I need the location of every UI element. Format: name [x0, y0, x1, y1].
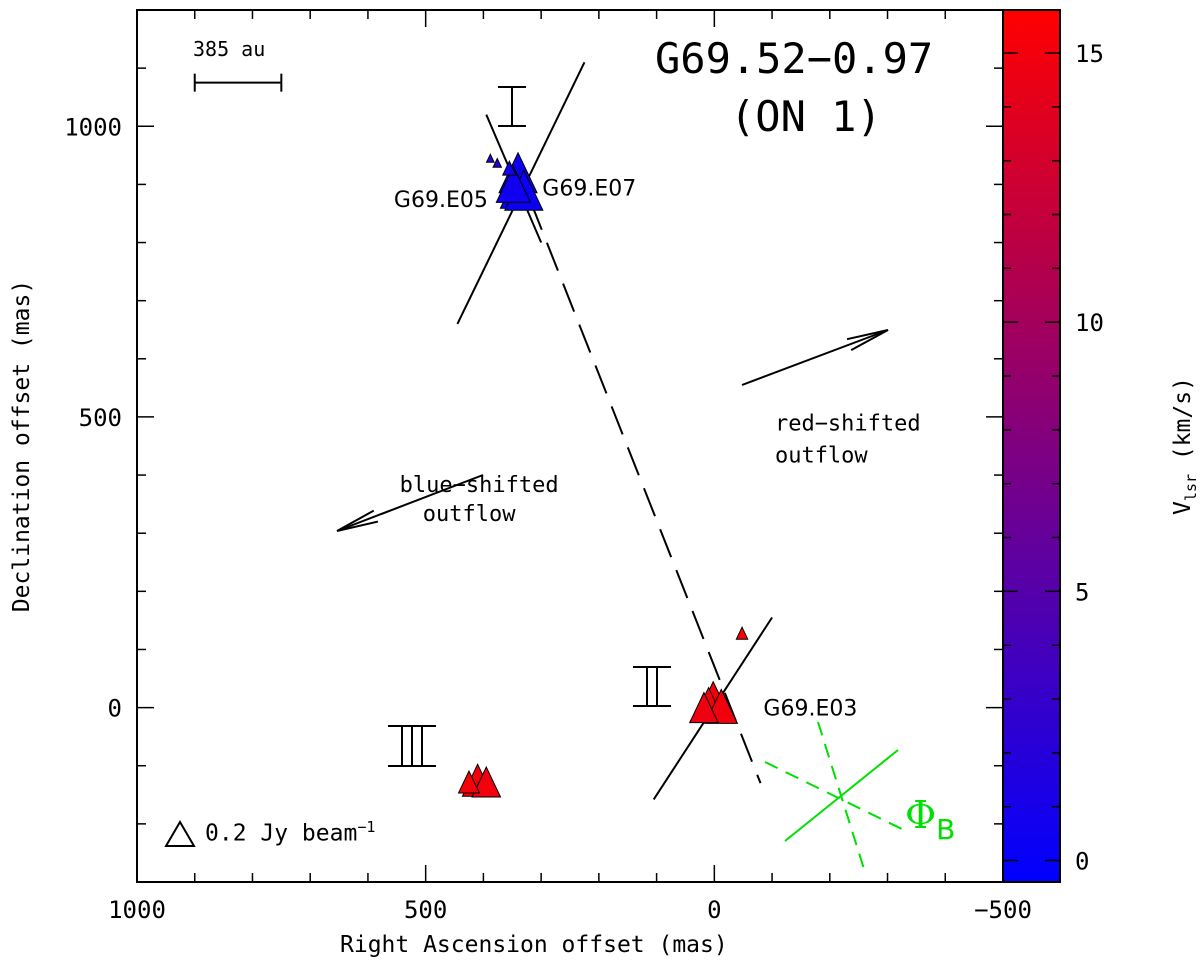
outflow-annotation: red−shifted	[775, 412, 921, 437]
colorbar-label-sub: lsr	[1182, 474, 1200, 501]
x-tick-label: 0	[707, 896, 721, 924]
beam-legend-text: 0.2 Jy beam	[205, 820, 358, 847]
x-tick-label: 500	[404, 896, 447, 924]
maser-marker	[495, 165, 532, 203]
chart-title: G69.52−0.97	[655, 34, 934, 83]
maser-label: G69.E03	[763, 697, 857, 722]
x-tick-label: 1000	[108, 896, 166, 924]
phi-subscript: B	[936, 813, 955, 846]
maser-marker	[688, 691, 719, 724]
beam-legend-exponent: −1	[357, 818, 376, 836]
field-line-dashed-1	[817, 721, 865, 870]
beam-legend: 0.2 Jy beam−1	[205, 818, 375, 847]
phi-symbol: Φ	[905, 793, 936, 837]
maser-marker	[457, 769, 481, 794]
outflow-annotation: outflow	[775, 444, 868, 469]
maser-marker	[485, 153, 495, 163]
colorbar-label-units: (km/s)	[1170, 377, 1196, 474]
red-outflow-arrow-shaft	[741, 329, 889, 386]
chart-subtitle: (ON 1)	[730, 92, 882, 141]
y-axis-label: Declination offset (mas)	[9, 280, 35, 612]
beam-legend-triangle	[164, 820, 196, 847]
colorbar-tick-label: 10	[1075, 309, 1104, 337]
y-tick-label: 1000	[64, 113, 122, 141]
dashed-connection-line	[529, 201, 762, 784]
x-tick-label: −500	[974, 896, 1032, 924]
maser-marker	[471, 765, 502, 798]
maser-marker	[735, 626, 749, 640]
maser-marker	[492, 157, 503, 168]
field-line-dashed-2	[764, 761, 909, 833]
outflow-annotation: blue−shifted	[400, 473, 559, 498]
maser-label: G69.E07	[542, 176, 636, 201]
y-tick-label: 0	[108, 695, 122, 723]
colorbar-tick-label: 0	[1075, 847, 1089, 875]
x-axis-label: Right Ascension offset (mas)	[340, 932, 728, 958]
colorbar-tick-label: 5	[1075, 578, 1089, 606]
maser-label: G69.E05	[394, 188, 488, 213]
phi-b-label: ΦB	[905, 793, 955, 846]
blue-outflow-arrow-shaft	[336, 474, 484, 532]
maser-marker	[501, 159, 517, 176]
colorbar-label-v: V	[1170, 501, 1196, 515]
colorbar	[1002, 9, 1061, 883]
y-tick-label: 500	[79, 404, 122, 432]
red-outflow-arrow-head	[846, 329, 889, 352]
scale-bar-label: 385 au	[193, 37, 266, 61]
colorbar-label: Vlsr (km/s)	[1170, 377, 1200, 515]
outflow-annotation: outflow	[423, 502, 516, 527]
blue-outflow-arrow-head	[336, 509, 379, 532]
colorbar-tick-label: 15	[1075, 40, 1104, 68]
